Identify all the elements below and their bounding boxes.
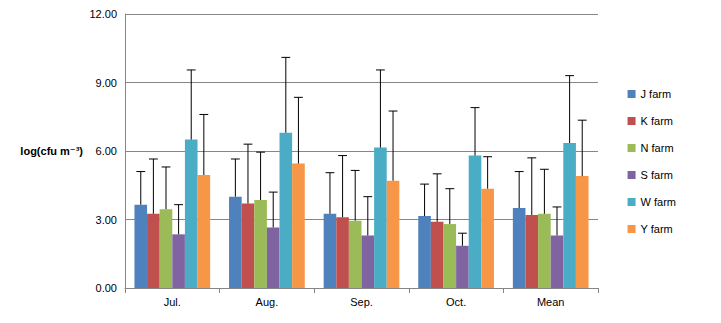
svg-text:W farm: W farm: [641, 196, 676, 208]
svg-text:S farm: S farm: [641, 169, 673, 181]
svg-text:6.00: 6.00: [96, 145, 117, 157]
svg-text:K farm: K farm: [641, 115, 673, 127]
svg-text:0.00: 0.00: [96, 282, 117, 294]
svg-text:log(cfu m⁻³): log(cfu m⁻³): [20, 145, 83, 157]
svg-text:12.00: 12.00: [89, 8, 117, 20]
svg-text:Oct.: Oct.: [446, 296, 466, 308]
svg-text:Jul.: Jul.: [164, 296, 181, 308]
svg-text:3.00: 3.00: [96, 214, 117, 226]
svg-text:N farm: N farm: [641, 142, 674, 154]
svg-text:Aug.: Aug.: [256, 296, 279, 308]
svg-text:9.00: 9.00: [96, 77, 117, 89]
svg-text:Mean: Mean: [537, 296, 565, 308]
svg-text:Sep.: Sep.: [350, 296, 373, 308]
svg-text:J farm: J farm: [641, 88, 672, 100]
svg-text:Y farm: Y farm: [641, 223, 673, 235]
